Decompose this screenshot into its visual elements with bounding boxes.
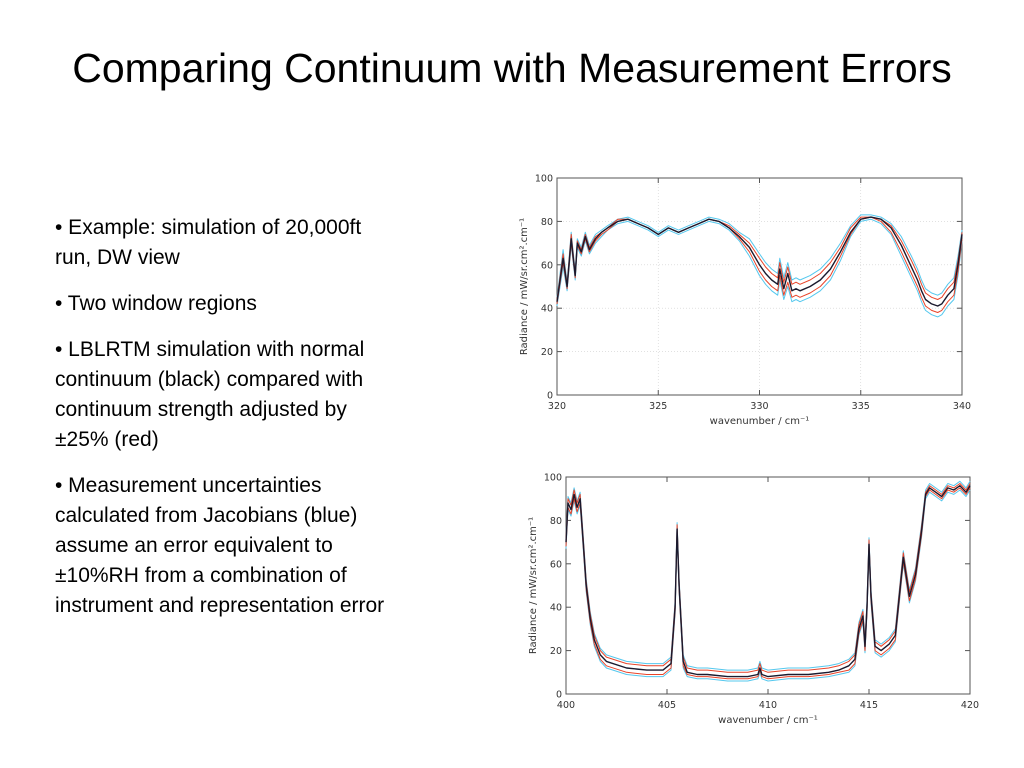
radiance-chart-320-340: 320 325 330 335 340 0 20 40 60 80 100 wavenumber / …: [512, 168, 972, 438]
x-tick-label: 325: [649, 401, 667, 412]
x-tick-label: 415: [860, 700, 878, 711]
series-line-continuum-plus: [565, 483, 971, 673]
bullet-item: • Two window regions: [55, 292, 257, 315]
y-axis-label: Radiance / mW/sr.cm².cm⁻¹: [519, 218, 530, 355]
series-line-continuum-plus: [556, 216, 963, 300]
y-tick-label: 80: [541, 217, 553, 228]
x-tick-label: 420: [961, 700, 979, 711]
x-tick-label: 340: [953, 401, 971, 412]
series-line-continuum-minus: [565, 487, 971, 680]
x-tick-label: 330: [750, 401, 768, 412]
slide-title: Comparing Continuum with Measurement Err…: [72, 45, 952, 91]
y-tick-label: 40: [550, 603, 562, 614]
x-axis-label: wavenumber / cm⁻¹: [718, 715, 818, 726]
bullet-list: • Example: simulation of 20,000ft run, D…: [55, 213, 400, 637]
y-tick-label: 60: [550, 559, 562, 570]
y-tick-label: 0: [547, 391, 553, 402]
x-tick-label: 400: [557, 700, 575, 711]
x-tick-label: 335: [852, 401, 870, 412]
x-tick-label: 320: [548, 401, 566, 412]
y-tick-label: 20: [541, 347, 553, 358]
bullet-item: • Measurement uncertainties calculated f…: [55, 474, 385, 617]
y-axis-label: Radiance / mW/sr.cm².cm⁻¹: [528, 517, 539, 654]
series-line-uncertainty-lower: [565, 489, 971, 682]
x-tick-label: 405: [658, 700, 676, 711]
y-tick-label: 100: [535, 174, 553, 185]
x-tick-label: 410: [759, 700, 777, 711]
y-tick-label: 80: [550, 516, 562, 527]
x-axis-label: wavenumber / cm⁻¹: [710, 416, 810, 427]
series-line-uncertainty-upper: [565, 480, 971, 671]
series-line-normal-continuum: [556, 216, 963, 307]
bullet-item: • Example: simulation of 20,000ft run, D…: [55, 216, 362, 269]
series-line-uncertainty-upper: [556, 214, 963, 298]
y-tick-label: 60: [541, 260, 553, 271]
y-tick-label: 0: [556, 690, 562, 701]
series-line-normal-continuum: [565, 485, 971, 678]
series-line-uncertainty-lower: [556, 218, 963, 318]
y-tick-label: 20: [550, 646, 562, 657]
y-tick-label: 100: [544, 473, 562, 484]
radiance-chart-400-420: 400 405 410 415 420 0 20 40 60 80 100 wavenumber / …: [520, 468, 982, 738]
y-tick-label: 40: [541, 304, 553, 315]
series-line-continuum-minus: [556, 216, 963, 313]
bullet-item: • LBLRTM simulation with normal continuu…: [55, 338, 365, 451]
